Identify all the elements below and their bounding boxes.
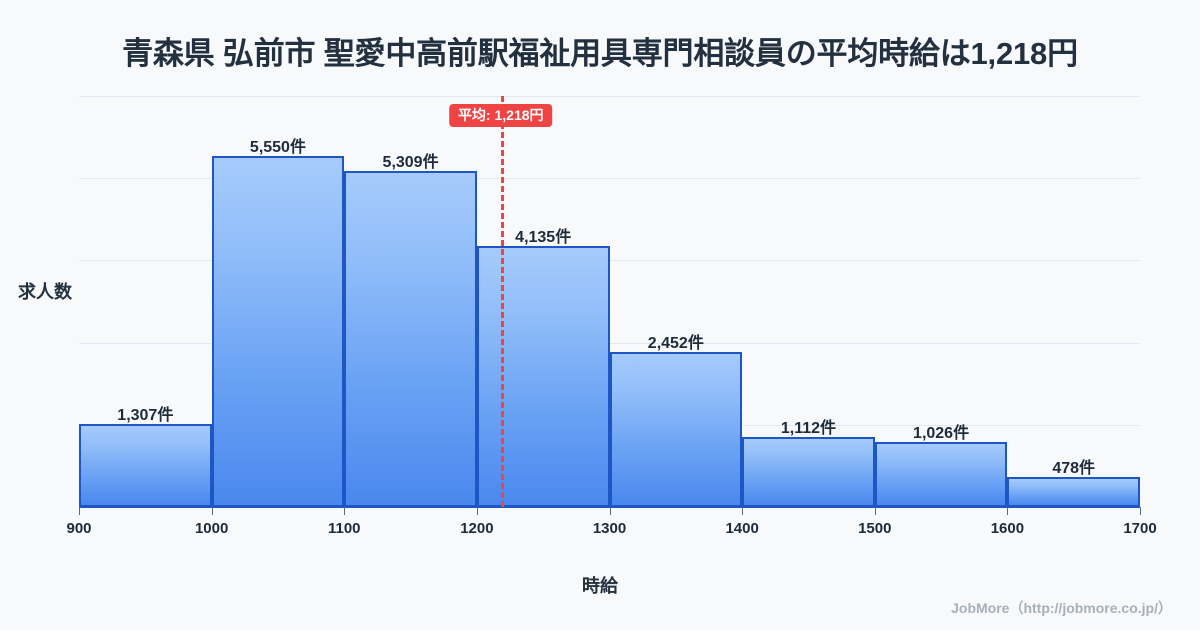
- bar-value-label: 1,112件: [780, 419, 837, 437]
- histogram-bar[interactable]: [1007, 476, 1140, 507]
- x-axis-tick: [1140, 507, 1141, 515]
- x-axis-tick: [211, 507, 213, 515]
- x-axis-tick: [1007, 507, 1009, 515]
- x-axis-tick-label: 1500: [858, 520, 892, 537]
- histogram-bar[interactable]: [344, 171, 477, 507]
- bar-value-label: 2,452件: [647, 334, 704, 352]
- histogram-bar[interactable]: [476, 245, 610, 507]
- y-axis-label: 求人数: [18, 282, 72, 302]
- bar-value-label: 1,026件: [913, 425, 970, 443]
- histogram-bar[interactable]: [874, 442, 1008, 507]
- x-axis-tick-label: 1300: [592, 520, 627, 537]
- bar-value-label: 4,135件: [515, 228, 572, 246]
- x-axis-tick: [609, 507, 611, 515]
- x-axis-tick: [79, 507, 80, 515]
- x-axis-tick-label: 1700: [1123, 520, 1157, 537]
- x-axis-tick-label: 900: [66, 520, 92, 537]
- histogram-bar[interactable]: [79, 424, 212, 507]
- bar-value-label: 5,309件: [382, 154, 439, 172]
- gridline: [79, 260, 1140, 262]
- x-axis-tick-label: 1200: [460, 520, 494, 537]
- average-line: [500, 96, 504, 507]
- histogram-bar[interactable]: [211, 156, 345, 507]
- x-axis-tick: [476, 507, 478, 515]
- histogram-bar[interactable]: [742, 436, 875, 507]
- average-badge: 平均: 1,218円: [448, 104, 553, 127]
- gridline: [79, 342, 1140, 344]
- bar-value-label: 478件: [1052, 459, 1096, 477]
- bar-value-label: 5,550件: [249, 139, 306, 157]
- x-axis-tick: [344, 507, 346, 515]
- chart-plot-area: 1,307件 5,550件 5,309件 4,135件 2,452件 1,112件 1,02…: [79, 96, 1140, 507]
- bar-value-label: 1,307件: [117, 407, 174, 425]
- page-title: 青森県 弘前市 聖愛中高前駅福祉用具専門相談員の平均時給は1,218円: [122, 36, 1078, 71]
- x-axis-tick: [742, 507, 744, 515]
- x-axis-label: 時給: [582, 576, 618, 596]
- x-axis-tick-label: 1400: [725, 520, 759, 537]
- x-axis-tick: [874, 507, 876, 515]
- x-axis-tick-label: 1600: [990, 520, 1025, 537]
- gridline: [79, 178, 1140, 180]
- histogram-bar[interactable]: [609, 351, 743, 507]
- gridline: [79, 96, 1140, 97]
- x-axis-tick-label: 1100: [327, 520, 361, 537]
- footer-credit: JobMore（http://jobmore.co.jp/）: [951, 600, 1172, 616]
- x-axis-tick-label: 1000: [194, 520, 229, 537]
